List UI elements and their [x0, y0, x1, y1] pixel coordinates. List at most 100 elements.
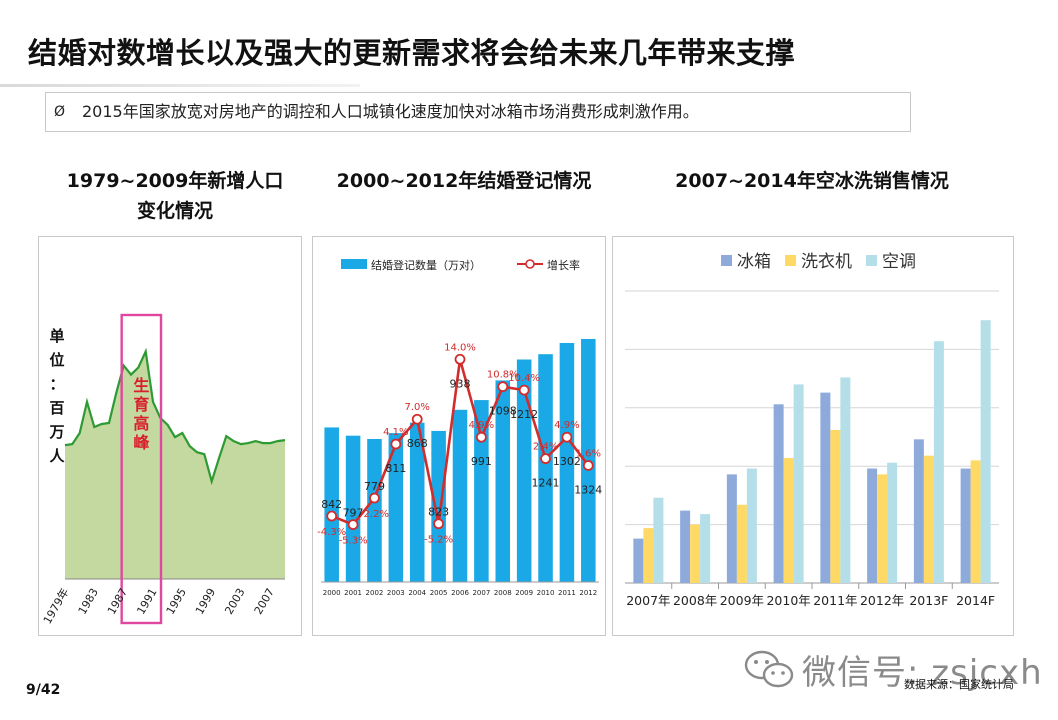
sales-bar: [887, 462, 898, 583]
growth-rate-label: 4.9%: [469, 420, 494, 431]
title-divider: [0, 84, 360, 87]
marriage-bar: [495, 380, 511, 582]
sales-bar: [793, 384, 804, 583]
y-axis-label-char: 百: [49, 399, 64, 417]
x-tick-label: 2013F: [909, 593, 948, 608]
legend-line-label: 增长率: [547, 258, 580, 272]
population-chart-panel: 单位 ： 百万人 生育高峰 1979年 1983 1987 1991 1995 1999 2003 2…: [38, 236, 302, 636]
sales-bar: [726, 474, 737, 583]
x-tick-label: 2003: [387, 589, 405, 597]
sales-bar: [830, 429, 841, 583]
right-chart-title: 2007~2014年空冰洗销售情况: [675, 170, 949, 192]
page-number: 9/42: [26, 682, 61, 698]
growth-rate-label: 2.4%: [533, 442, 558, 453]
x-tick-label: 2008年: [673, 593, 717, 608]
sales-bar: [840, 377, 851, 583]
growth-rate-point: [497, 381, 509, 393]
x-tick-label: 2007: [252, 586, 277, 617]
x-tick-label: 1983: [76, 586, 101, 617]
sales-bar: [690, 524, 701, 583]
wechat-id: 微信号: zsjcxh: [802, 653, 1043, 693]
marriage-bar: [409, 422, 425, 582]
legend-swatch: [785, 255, 796, 266]
x-tick-label: 2009年: [720, 593, 764, 608]
left-chart-title-line2: 变化情况: [136, 200, 213, 222]
baby-boom-highlight-box: [120, 313, 163, 625]
sales-bar: [933, 341, 944, 583]
left-chart-title-line1: 1979~2009年新增人口: [66, 170, 284, 192]
wechat-watermark: 微信号: zsjcxh: [742, 645, 1042, 693]
marriage-value-label: 868: [407, 437, 428, 450]
x-tick-label: 2001: [344, 589, 362, 597]
population-line: [64, 347, 286, 486]
growth-rate-point: [540, 453, 551, 465]
x-tick-label: 2011年: [813, 593, 857, 608]
baby-boom-label-char: 育: [133, 395, 149, 414]
x-tick-label: 2005: [430, 589, 448, 597]
middle-chart-title: 2000~2012年结婚登记情况: [336, 170, 592, 192]
x-tick-label: 2007年: [626, 593, 670, 608]
growth-rate-label: 4.9%: [554, 420, 579, 431]
x-tick-label: 2010年: [766, 593, 810, 608]
marriage-value-label: 991: [471, 455, 492, 468]
x-tick-label: 1991: [134, 586, 159, 617]
marriage-value-label: 1098: [489, 405, 517, 418]
data-source: 数据来源：国家统计局: [904, 678, 1014, 691]
growth-rate-label: -2.2%: [360, 509, 389, 520]
growth-rate-label: 4.1%: [383, 427, 408, 438]
sales-bar: [970, 460, 981, 583]
arrow-bullet-icon: Ø: [54, 104, 66, 120]
sales-bar: [773, 404, 784, 583]
page-title: 结婚对数增长以及强大的更新需求将会给未来几年带来支撑: [28, 36, 796, 70]
legend-swatch: [721, 255, 732, 266]
marriage-bar: [367, 438, 382, 582]
x-tick-label: 2006: [451, 589, 469, 597]
x-tick-label: 2000: [323, 589, 341, 597]
appliance-chart: 冰箱 洗衣机 空调 2007年 2008年 2009年 2010年 2011年 2012年 201…: [625, 252, 999, 608]
sales-bar: [960, 468, 971, 583]
marriage-bar: [388, 433, 404, 582]
x-tick-label: 2008: [494, 589, 512, 597]
population-area: [65, 351, 285, 579]
x-tick-label: 1987: [105, 586, 130, 617]
growth-rate-point: [411, 413, 423, 425]
legend-label: 空调: [882, 252, 916, 272]
legend-bar-swatch: [341, 259, 367, 269]
sales-bar: [913, 439, 924, 583]
legend-line-marker: [525, 259, 535, 269]
growth-rate-label: 1.6%: [576, 448, 601, 459]
x-tick-label: 2009: [515, 589, 533, 597]
sales-bar: [653, 497, 664, 583]
marriage-value-label: 1241: [532, 477, 560, 490]
growth-rate-point: [518, 384, 530, 396]
y-axis-label-char: 人: [49, 447, 65, 465]
marriage-value-label: 1302: [553, 455, 581, 468]
marriage-value-label: 842: [321, 498, 342, 511]
legend-label: 洗衣机: [801, 252, 852, 272]
x-tick-label: 1979年: [40, 586, 72, 627]
growth-rate-label: -5.3%: [339, 536, 368, 547]
x-tick-label: 2011: [558, 589, 576, 597]
baby-boom-label-char: 生: [133, 376, 149, 395]
x-tick-label: 2012年: [860, 593, 904, 608]
growth-rate-label: 10.8%: [487, 370, 519, 381]
sales-bar: [867, 468, 878, 583]
marriage-bar: [474, 400, 489, 582]
marriage-value-label: 811: [385, 462, 406, 475]
sales-bar: [680, 510, 691, 583]
baby-boom-label-char: 高: [133, 414, 149, 433]
growth-rate-point: [582, 460, 594, 471]
growth-rate-point: [454, 353, 466, 365]
summary-note-text: 2015年国家放宽对房地产的调控和人口城镇化速度加快对冰箱市场消费形成刺激作用。: [82, 102, 699, 121]
growth-rate-point: [390, 438, 402, 450]
wechat-icon: [744, 650, 794, 688]
sales-bar: [877, 474, 888, 583]
y-axis-label-char: 万: [48, 423, 64, 441]
marriage-bar: [345, 435, 361, 582]
baby-boom-label-char: 峰: [133, 433, 150, 452]
marriage-bar: [559, 342, 575, 582]
growth-rate-point: [369, 492, 380, 504]
marriage-bar: [538, 354, 553, 582]
appliance-chart-panel: 冰箱 洗衣机 空调 2007年 2008年 2009年 2010年 2011年 2012年 201…: [612, 236, 1014, 636]
